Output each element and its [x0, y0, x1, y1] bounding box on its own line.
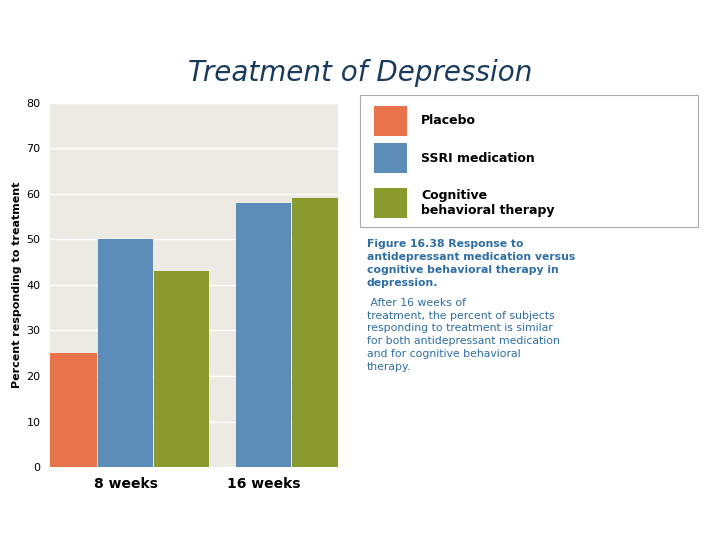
Text: © 2018    73: © 2018 73 [617, 521, 679, 531]
FancyBboxPatch shape [374, 144, 408, 173]
FancyBboxPatch shape [360, 94, 698, 227]
Bar [235, 203, 291, 467]
Text: SSRI medication: SSRI medication [421, 152, 535, 165]
Text: Treatment of Depression: Treatment of Depression [188, 59, 532, 87]
Text: Cognitive
behavioral therapy: Cognitive behavioral therapy [421, 189, 554, 217]
Text: OXFORD
UNIVERSITY PRESS: OXFORD UNIVERSITY PRESS [22, 516, 96, 529]
Y-axis label: Percent responding to treatment: Percent responding to treatment [12, 181, 22, 388]
Polygon shape [0, 460, 720, 494]
Text: Placebo: Placebo [421, 114, 476, 127]
FancyBboxPatch shape [374, 106, 408, 136]
Bar [154, 271, 210, 467]
Polygon shape [0, 19, 720, 65]
Bar [292, 198, 347, 467]
Bar [98, 239, 153, 467]
Text: Figure 16.38 Response to
antidepressant medication versus
cognitive behavioral t: Figure 16.38 Response to antidepressant … [366, 239, 575, 288]
Bar [42, 353, 96, 467]
FancyBboxPatch shape [374, 188, 408, 218]
Text: After 16 weeks of
treatment, the percent of subjects
responding to treatment is : After 16 weeks of treatment, the percent… [366, 298, 559, 372]
Text: 73: 73 [351, 519, 369, 534]
